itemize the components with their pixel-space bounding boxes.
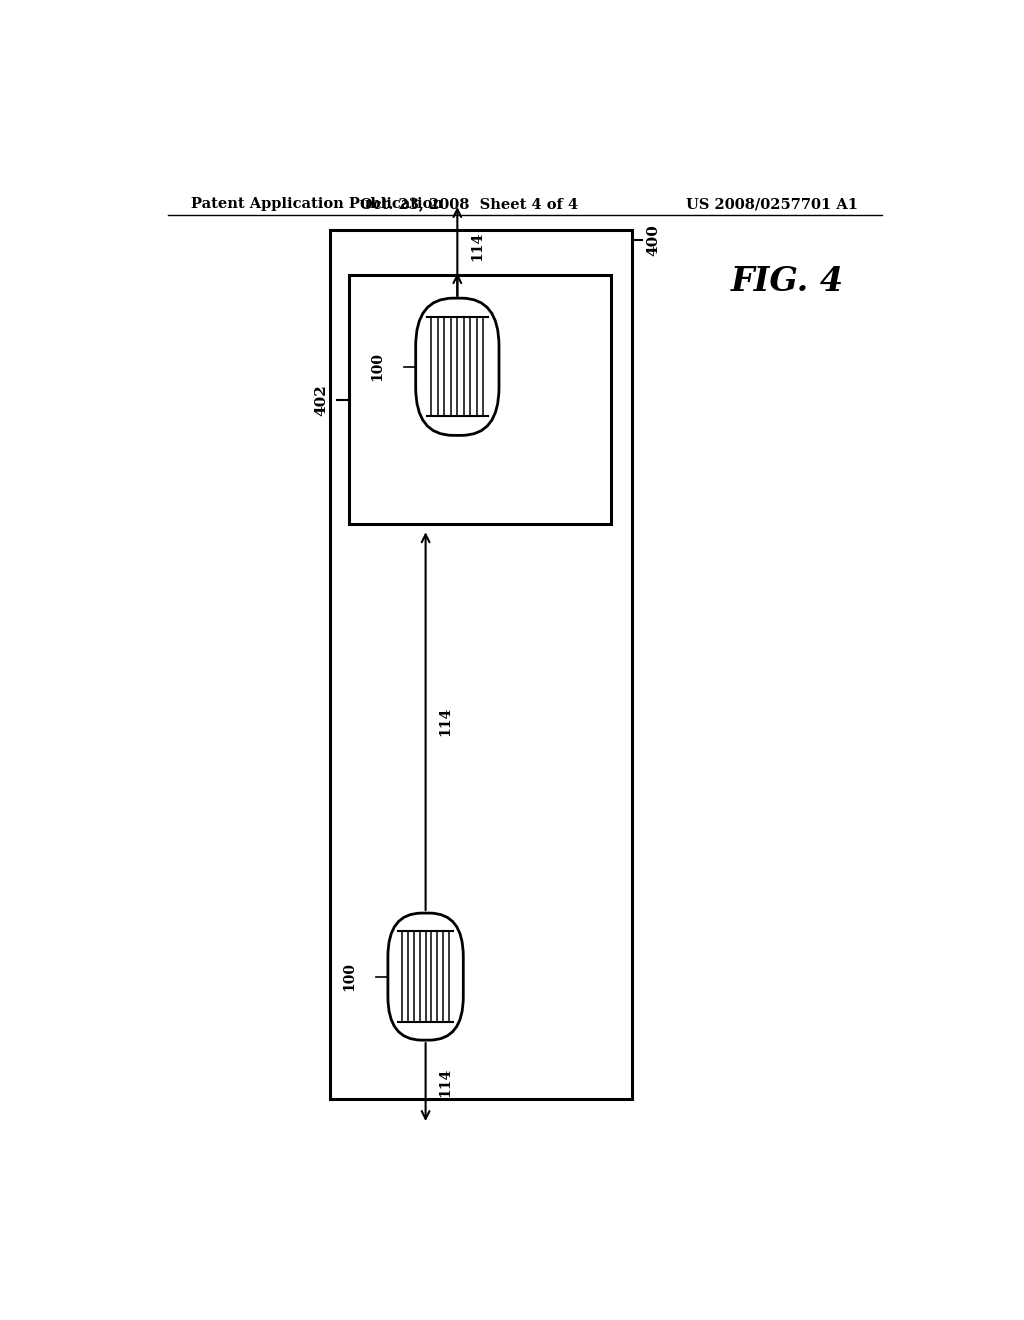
Bar: [348, 276, 610, 524]
Text: 100: 100: [370, 352, 384, 381]
Text: FIG. 4: FIG. 4: [731, 265, 844, 298]
Text: 114: 114: [470, 231, 484, 260]
FancyBboxPatch shape: [416, 298, 499, 436]
Text: 114: 114: [438, 706, 453, 735]
Text: US 2008/0257701 A1: US 2008/0257701 A1: [686, 197, 858, 211]
Text: Patent Application Publication: Patent Application Publication: [191, 197, 443, 211]
Text: Oct. 23, 2008  Sheet 4 of 4: Oct. 23, 2008 Sheet 4 of 4: [360, 197, 579, 211]
Bar: [331, 230, 632, 1098]
Text: 400: 400: [646, 224, 660, 256]
Text: 402: 402: [314, 384, 329, 416]
Text: 114: 114: [438, 1068, 453, 1097]
Text: 100: 100: [342, 962, 356, 991]
Text: 114: 114: [470, 338, 484, 367]
FancyBboxPatch shape: [388, 913, 463, 1040]
